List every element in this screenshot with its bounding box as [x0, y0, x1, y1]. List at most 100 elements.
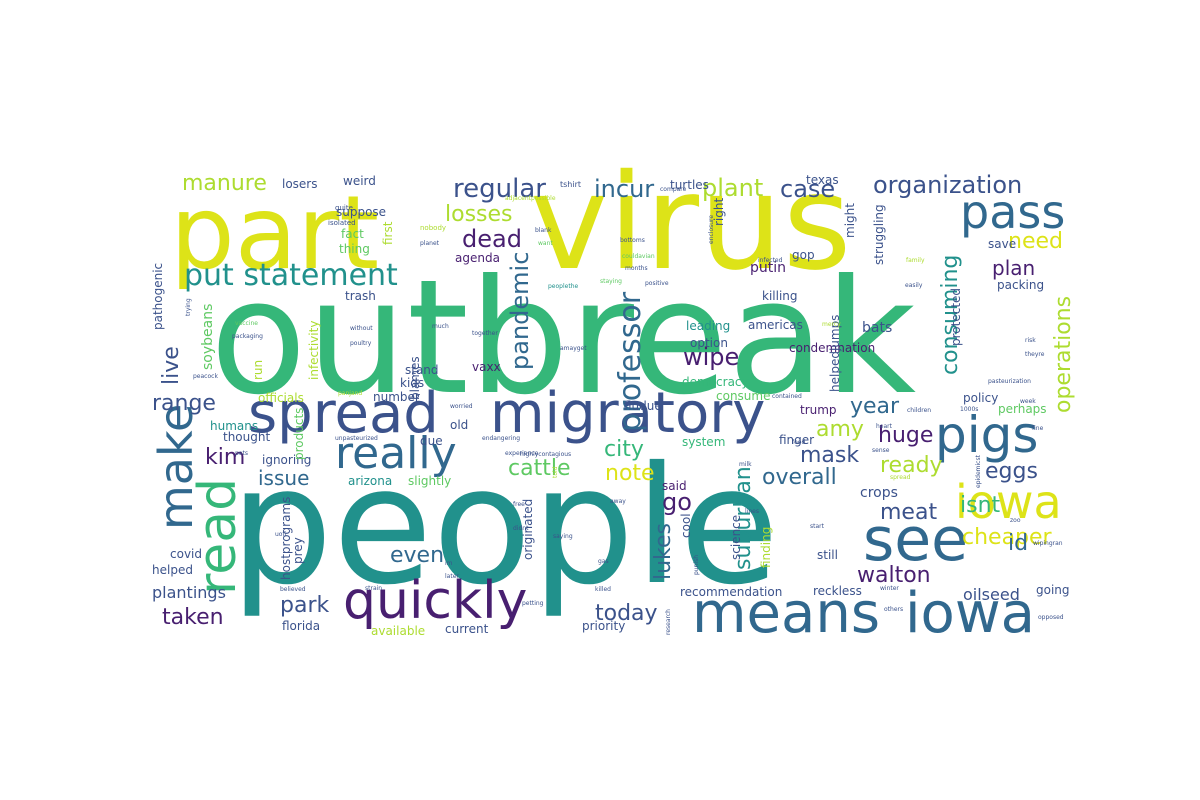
- cloud-word-free: free: [513, 501, 525, 508]
- cloud-word-suburban: suburban: [731, 466, 756, 570]
- cloud-word-protected: protected: [949, 288, 963, 346]
- cloud-word-uofi: uofi: [275, 531, 286, 538]
- cloud-word-killed: killed: [595, 586, 611, 593]
- cloud-word-democracy: democracy: [682, 375, 749, 389]
- cloud-word-zoo: zoo: [1010, 517, 1021, 524]
- cloud-word-year: year: [850, 394, 900, 419]
- cloud-word-fact: fact: [341, 227, 364, 241]
- cloud-word-science: science: [729, 515, 743, 560]
- cloud-word-slightly: slightly: [408, 474, 451, 488]
- cloud-word-blames: blames: [408, 356, 422, 400]
- cloud-word-told: told: [552, 466, 559, 478]
- cloud-word-wipe: wipe: [683, 343, 739, 371]
- cloud-word-officials: officials: [258, 391, 304, 405]
- cloud-word-originated: originated: [521, 499, 535, 560]
- cloud-word-pandemic: pandemic: [506, 252, 534, 370]
- cloud-word-kids: kids: [400, 376, 424, 390]
- cloud-word-experience: experience: [505, 450, 539, 457]
- cloud-word-packing: packing: [997, 278, 1044, 292]
- cloud-word-arizona: arizona: [348, 474, 392, 488]
- cloud-word-read: read: [188, 478, 248, 595]
- cloud-word-system: system: [682, 435, 725, 449]
- cloud-word-pass: pass: [960, 185, 1065, 239]
- cloud-word-others: others: [884, 606, 903, 613]
- cloud-word-adjacentpossible: adjacentpossible: [505, 195, 556, 202]
- cloud-word-huge: huge: [878, 423, 933, 448]
- cloud-word-later: later: [445, 573, 459, 580]
- cloud-word-prey: prey: [291, 537, 305, 564]
- cloud-word-condemnation: condemnation: [789, 341, 875, 355]
- cloud-word-amy: amy: [816, 417, 864, 442]
- cloud-word-humans: humans: [210, 419, 258, 433]
- cloud-word-suppose: suppose: [336, 205, 386, 219]
- cloud-word-plant: plant: [702, 174, 763, 202]
- cloud-word-punish: punish: [693, 555, 700, 575]
- cloud-word-said: said: [662, 479, 687, 493]
- cloud-word-research: research: [665, 609, 672, 635]
- cloud-word-fludue: fludue: [624, 399, 662, 413]
- cloud-word-mask: mask: [800, 443, 859, 468]
- cloud-word-weird: weird: [343, 174, 376, 188]
- cloud-word-agenda: agenda: [455, 251, 500, 265]
- cloud-word-texas: texas: [806, 173, 839, 187]
- cloud-word-opposed: opposed: [1038, 614, 1064, 621]
- cloud-word-much: much: [432, 323, 449, 330]
- cloud-word-quickly: quickly: [343, 571, 527, 631]
- cloud-word-id: id: [1008, 531, 1028, 556]
- cloud-word-staying: staying: [600, 278, 622, 285]
- cloud-word-gop: gop: [792, 248, 815, 262]
- cloud-word-worried: worried: [450, 403, 473, 410]
- cloud-word-trump: trump: [800, 403, 837, 417]
- cloud-word-together: together: [472, 330, 498, 337]
- cloud-word-iowa: iowa: [905, 581, 1035, 646]
- cloud-word-available: available: [371, 624, 425, 638]
- cloud-word-see: see: [863, 505, 968, 575]
- cloud-word-without: without: [350, 325, 373, 332]
- cloud-word-case: case: [780, 175, 835, 203]
- cloud-word-perhaps: perhaps: [998, 402, 1047, 416]
- cloud-word-food: food: [792, 439, 805, 446]
- cloud-word-fine: fine: [1032, 425, 1044, 432]
- cloud-word-saying: saying: [553, 533, 573, 540]
- cloud-word-organization: organization: [873, 171, 1022, 199]
- cloud-word-tshirt: tshirt: [560, 180, 581, 189]
- cloud-word-save: save: [988, 237, 1016, 251]
- cloud-word-park: park: [280, 593, 329, 618]
- cloud-word-blank: blank: [535, 227, 552, 234]
- cloud-word-americas: americas: [748, 318, 803, 332]
- cloud-word-number: number: [373, 390, 420, 404]
- cloud-word-still: still: [817, 548, 838, 562]
- cloud-word-virus: virus: [530, 146, 852, 300]
- cloud-word-products: products: [292, 408, 306, 460]
- cloud-word-recommendation: recommendation: [680, 585, 782, 599]
- cloud-word-plan: plan: [992, 256, 1035, 280]
- cloud-word-risk: risk: [1025, 337, 1036, 344]
- cloud-word-overall: overall: [762, 465, 837, 490]
- cloud-word-compare: compare: [660, 186, 687, 193]
- cloud-word-current: current: [445, 622, 489, 636]
- cloud-word-putin: putin: [750, 260, 786, 276]
- cloud-word-highlycontagious: highlycontagious: [520, 451, 571, 458]
- cloud-word-cattle: cattle: [508, 456, 570, 481]
- cloud-word-losers: losers: [282, 177, 318, 191]
- cloud-word-really: really: [335, 428, 457, 479]
- cloud-word-eggs: eggs: [985, 459, 1038, 484]
- cloud-word-unpasteurized: unpasteurized: [335, 435, 378, 442]
- cloud-word-killing: killing: [762, 289, 798, 303]
- cloud-word-amayget: amayget: [560, 345, 587, 352]
- cloud-word-even: even: [390, 543, 444, 568]
- cloud-word-peacock: peacock: [193, 373, 218, 380]
- cloud-word-bats: bats: [862, 320, 892, 336]
- cloud-word-bottoms: bottoms: [620, 237, 645, 244]
- cloud-word-1000s: 1000s: [960, 406, 978, 413]
- cloud-word-helpedjumps: helpedjumps: [828, 315, 842, 392]
- cloud-word-first: first: [381, 221, 395, 245]
- cloud-word-cool: cool: [679, 513, 693, 538]
- cloud-word-planet: planet: [420, 240, 440, 247]
- cloud-word-consuming: consuming: [938, 255, 963, 375]
- cloud-word-easily: easily: [905, 282, 923, 289]
- cloud-word-theyre: theyre: [1025, 351, 1045, 358]
- cloud-word-quite: quite: [335, 204, 353, 212]
